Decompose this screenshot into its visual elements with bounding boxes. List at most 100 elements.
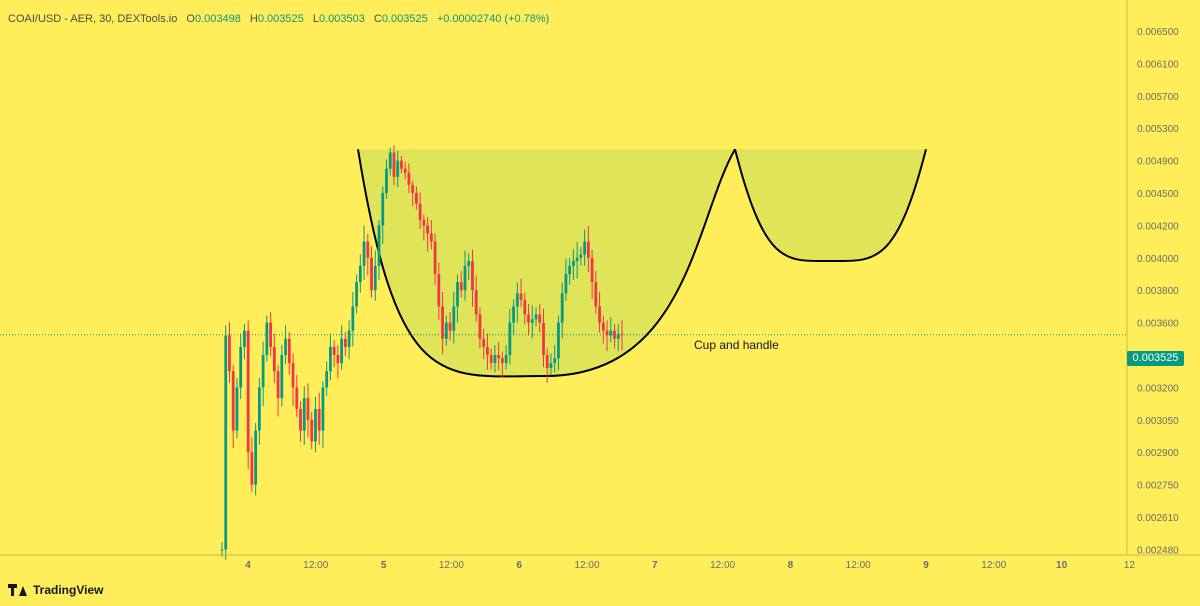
price-tick-label: 0.002750 (1137, 481, 1179, 492)
candle (362, 225, 366, 280)
price-tick-label: 0.006500 (1137, 27, 1179, 38)
candle (534, 307, 538, 327)
candle (493, 345, 497, 373)
current-price-tag: 0.003525 (1127, 351, 1184, 366)
candle (295, 374, 299, 418)
tradingview-logo[interactable]: TradingView (8, 583, 103, 597)
candle (575, 242, 579, 279)
candle (314, 396, 317, 453)
candle (613, 323, 616, 349)
candle (366, 233, 370, 276)
candle (355, 274, 358, 314)
price-tick-label: 0.004900 (1137, 157, 1179, 168)
candle (474, 275, 478, 322)
candle (381, 186, 385, 244)
candle (299, 400, 302, 442)
time-axis[interactable]: 4 12:00 5 12:00 6 12:00 7 12:00 8 12:00 9 12:00 10 12 (245, 560, 1135, 571)
candle (422, 214, 426, 241)
candle (325, 361, 329, 396)
candle (542, 308, 545, 368)
candle (489, 348, 493, 370)
candle (456, 274, 459, 323)
candle (549, 353, 553, 375)
candle (220, 541, 224, 557)
pattern-fill (358, 149, 926, 377)
candle (231, 364, 235, 449)
price-tick-label: 0.002900 (1137, 448, 1179, 459)
candle (605, 320, 609, 351)
price-axis[interactable]: 0.006500 0.006100 0.005700 0.005300 0.004900… (1137, 27, 1179, 556)
candle (586, 225, 590, 273)
open-label: O (186, 13, 195, 25)
candle (291, 353, 295, 407)
price-tick-label: 0.003800 (1137, 286, 1179, 297)
candle (317, 392, 321, 445)
candle (598, 292, 601, 333)
symbol-title[interactable]: COAI/USD - AER, 30, DEXTools.io (8, 13, 178, 25)
candle (403, 161, 407, 180)
candle (358, 254, 362, 293)
candle (385, 159, 388, 199)
candle (508, 308, 512, 365)
candle (515, 282, 519, 323)
handle-curve[interactable] (734, 149, 927, 263)
candle (370, 246, 373, 298)
candle (306, 383, 310, 438)
candle (411, 180, 415, 207)
candle (351, 292, 355, 347)
candle (310, 411, 314, 450)
price-tick-label: 0.005300 (1137, 124, 1179, 135)
candle (444, 315, 448, 346)
price-tick-label: 0.006100 (1137, 59, 1179, 70)
high-label: H (249, 13, 258, 25)
symbol-header: COAI/USD - AER, 30, DEXTools.io O0.00349… (8, 13, 549, 25)
candle (560, 282, 564, 339)
time-tick-label: 6 (516, 560, 522, 571)
candle (538, 303, 542, 333)
candle (437, 262, 441, 320)
time-tick-label: 8 (788, 560, 794, 571)
candle (228, 321, 231, 383)
candle (500, 351, 504, 378)
candle (564, 258, 568, 301)
candle (329, 333, 332, 381)
candle (467, 253, 471, 280)
time-tick-label: 9 (923, 560, 929, 571)
time-tick-label: 12:00 (981, 560, 1006, 571)
candles (220, 145, 624, 560)
candle (246, 320, 250, 470)
candle (471, 249, 474, 307)
brand-label: TradingView (33, 583, 104, 597)
time-tick-label: 12:00 (303, 560, 328, 571)
pattern-annotation[interactable]: Cup and handle (694, 338, 779, 352)
candle (504, 345, 508, 370)
candle (302, 386, 306, 445)
time-tick-label: 12:00 (574, 560, 599, 571)
candle (523, 292, 527, 325)
candle (433, 233, 437, 285)
candle (254, 422, 258, 496)
candle (265, 315, 269, 362)
candle (601, 315, 605, 344)
candle (594, 270, 598, 314)
high-value: 0.003525 (257, 13, 304, 25)
cup-curve[interactable] (357, 148, 736, 378)
time-tick-label: 7 (652, 560, 658, 571)
cup-and-handle-pattern[interactable] (357, 148, 927, 378)
tradingview-icon (8, 584, 28, 596)
candle (388, 147, 392, 176)
candle (373, 250, 377, 301)
candle (224, 325, 228, 560)
candle (463, 250, 467, 301)
candle (620, 320, 624, 351)
low-value: 0.003503 (318, 13, 365, 25)
time-tick-label: 5 (381, 560, 387, 571)
candle (269, 312, 272, 357)
candle (257, 378, 261, 445)
candle (557, 315, 560, 371)
candle (261, 341, 265, 407)
candle (579, 246, 583, 266)
time-tick-label: 10 (1056, 560, 1068, 571)
